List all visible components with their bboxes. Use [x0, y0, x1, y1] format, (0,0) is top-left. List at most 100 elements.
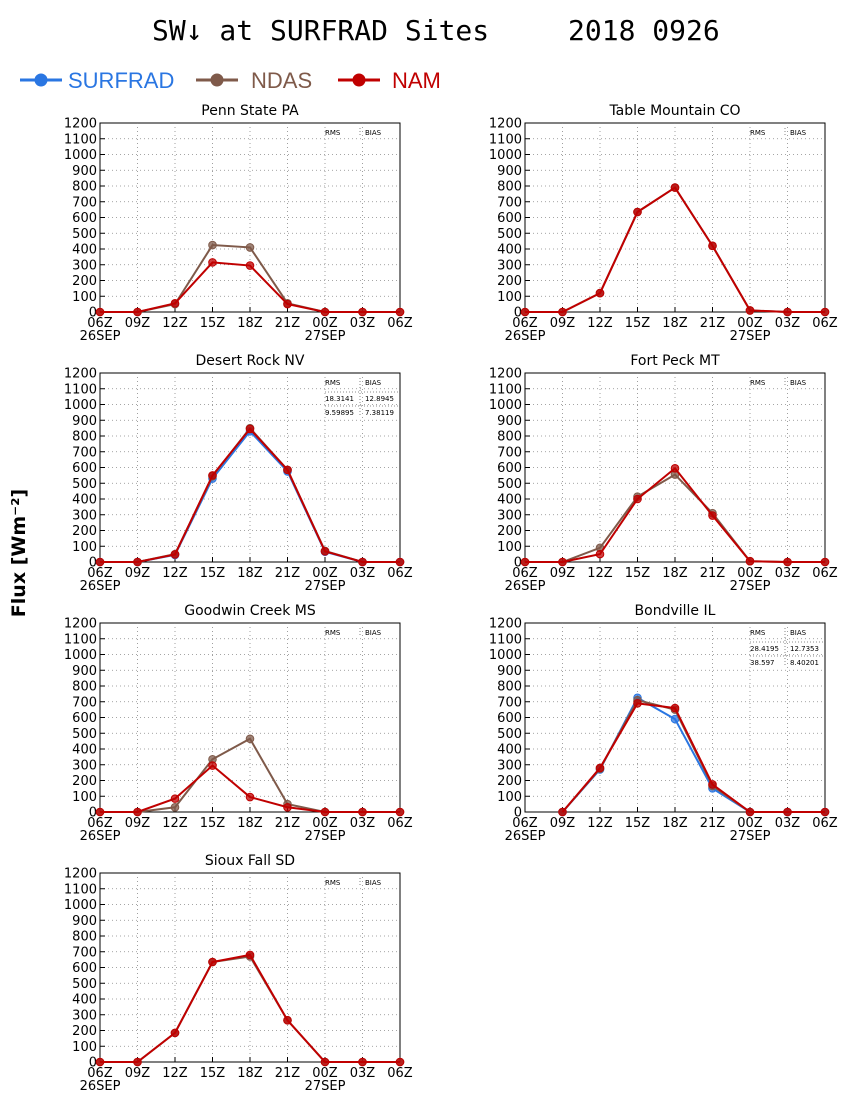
y-tick-label: 1200 — [489, 117, 522, 132]
y-tick-label: 900 — [72, 914, 97, 929]
date-label-second: 27SEP — [305, 829, 346, 844]
y-tick-label: 500 — [72, 477, 97, 492]
legend-item-ndas: NDAS — [196, 68, 312, 93]
panel-bondville-il: 0100200300400500600700800900100011001200… — [489, 603, 838, 844]
date-label-first: 26SEP — [505, 329, 546, 344]
x-tick-label: 03Z — [350, 566, 376, 581]
series-nam — [95, 950, 405, 1067]
stats-rms-value: 28.4195 — [750, 645, 779, 653]
data-point-nam — [820, 307, 830, 317]
data-point-nam — [783, 807, 792, 817]
data-point-nam — [395, 307, 405, 317]
y-tick-label: 0 — [89, 806, 97, 821]
x-tick-label: 03Z — [350, 1066, 376, 1081]
series-ndas — [95, 240, 405, 317]
stats-rms-value: 9.59895 — [325, 409, 354, 417]
y-tick-label: 600 — [497, 211, 522, 226]
y-tick-label: 900 — [72, 414, 97, 429]
legend-item-nam: NAM — [338, 68, 441, 93]
panel-table-mountain-co: 0100200300400500600700800900100011001200… — [489, 103, 838, 344]
x-tick-label: 06Z — [512, 316, 538, 331]
figure-date: 2018 0926 — [568, 14, 720, 47]
y-tick-label: 200 — [497, 524, 522, 539]
stats-header-rms: RMS — [750, 629, 766, 637]
y-tick-label: 1100 — [64, 132, 97, 147]
date-label-second: 27SEP — [305, 329, 346, 344]
stats-bias-value: 12.8945 — [365, 395, 394, 403]
panel-title: Goodwin Creek MS — [184, 603, 316, 619]
data-point-nam — [320, 807, 330, 817]
series-nam — [95, 424, 405, 567]
x-tick-label: 18Z — [237, 316, 263, 331]
y-tick-label: 800 — [72, 180, 97, 195]
y-tick-label: 700 — [72, 945, 97, 960]
x-tick-label: 21Z — [700, 316, 726, 331]
panel-desert-rock-nv: 0100200300400500600700800900100011001200… — [64, 353, 413, 594]
x-tick-label: 03Z — [775, 566, 801, 581]
data-point-nam — [708, 780, 717, 789]
data-point-nam — [95, 557, 105, 567]
y-tick-label: 100 — [72, 540, 97, 555]
y-tick-label: 600 — [72, 211, 97, 226]
date-label-first: 26SEP — [80, 329, 121, 344]
x-tick-label: 06Z — [87, 1066, 113, 1081]
x-tick-label: 12Z — [162, 816, 188, 831]
y-tick-label: 200 — [72, 274, 97, 289]
x-tick-label: 06Z — [812, 316, 838, 331]
x-tick-label: 18Z — [662, 316, 688, 331]
y-tick-label: 900 — [72, 664, 97, 679]
y-tick-label: 800 — [72, 930, 97, 945]
x-tick-label: 06Z — [387, 1066, 413, 1081]
x-tick-label: 12Z — [162, 566, 188, 581]
data-point-nam — [595, 763, 605, 773]
x-tick-label: 15Z — [200, 816, 226, 831]
date-label-first: 26SEP — [80, 579, 121, 594]
series-line-nam — [525, 186, 825, 313]
data-point-nam — [820, 557, 830, 567]
x-tick-label: 12Z — [587, 566, 613, 581]
stats-header-bias: BIAS — [365, 129, 382, 137]
date-label-second: 27SEP — [730, 579, 771, 594]
data-point-nam — [358, 807, 367, 817]
y-tick-label: 600 — [72, 711, 97, 726]
y-tick-label: 300 — [72, 258, 97, 273]
series-line-nam — [100, 427, 400, 563]
y-tick-label: 700 — [497, 195, 522, 210]
x-tick-label: 21Z — [700, 816, 726, 831]
y-tick-label: 900 — [497, 164, 522, 179]
panel-title: Fort Peck MT — [630, 353, 720, 369]
y-tick-label: 700 — [497, 695, 522, 710]
data-point-ndas — [245, 734, 255, 744]
data-point-nam — [595, 549, 605, 559]
y-tick-label: 200 — [72, 774, 97, 789]
x-tick-label: 15Z — [625, 316, 651, 331]
x-tick-label: 00Z — [737, 816, 763, 831]
stats-bias-value: 7.38119 — [365, 409, 394, 417]
panel-title: Sioux Fall SD — [205, 853, 295, 869]
figure-title: SW↓ at SURFRAD Sites — [152, 14, 489, 47]
series-line-ndas — [525, 186, 825, 313]
date-label-first: 26SEP — [505, 829, 546, 844]
data-point-nam — [208, 258, 217, 267]
series-line-surfrad — [561, 696, 825, 813]
date-label-first: 26SEP — [505, 579, 546, 594]
y-tick-label: 0 — [89, 1056, 97, 1071]
x-tick-label: 06Z — [812, 816, 838, 831]
data-point-ndas — [208, 240, 217, 250]
series-nam — [520, 463, 830, 567]
x-tick-label: 18Z — [237, 566, 263, 581]
date-label-second: 27SEP — [730, 829, 771, 844]
y-tick-label: 300 — [72, 758, 97, 773]
stats-header-rms: RMS — [325, 879, 341, 887]
data-point-nam — [708, 241, 717, 251]
y-tick-label: 400 — [72, 993, 97, 1008]
data-point-nam — [358, 1057, 367, 1067]
y-tick-label: 800 — [497, 180, 522, 195]
x-tick-label: 00Z — [737, 316, 763, 331]
x-tick-label: 21Z — [275, 566, 301, 581]
date-label-first: 26SEP — [80, 829, 121, 844]
data-point-ndas — [245, 243, 255, 252]
x-tick-label: 15Z — [200, 1066, 226, 1081]
y-tick-label: 1000 — [64, 398, 97, 413]
y-tick-label: 800 — [72, 680, 97, 695]
